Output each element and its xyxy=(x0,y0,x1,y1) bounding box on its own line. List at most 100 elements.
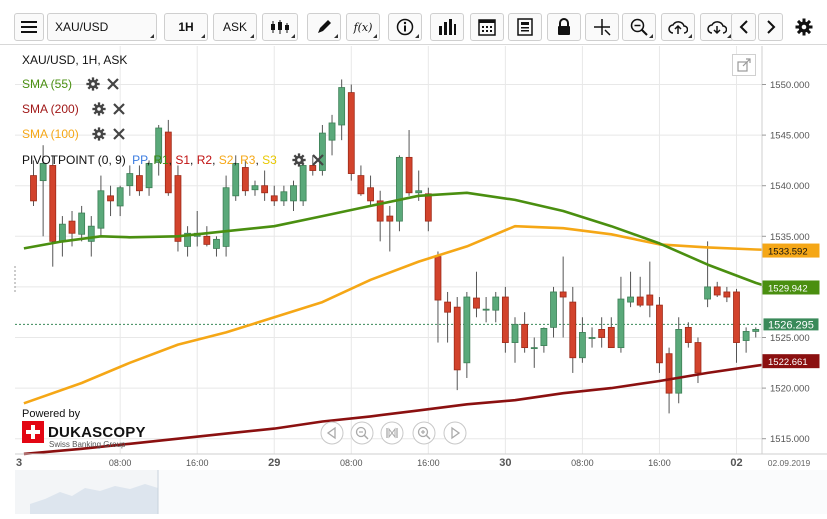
candle[interactable] xyxy=(145,163,153,189)
zoom-button[interactable] xyxy=(622,13,656,41)
nav-forward-button[interactable] xyxy=(443,421,467,445)
candle[interactable] xyxy=(453,306,461,371)
candle[interactable] xyxy=(627,296,634,303)
candle[interactable] xyxy=(68,220,76,234)
side-select[interactable]: ASK xyxy=(213,13,257,41)
candle[interactable] xyxy=(434,256,442,301)
candle[interactable] xyxy=(511,323,519,343)
sma55-settings-gear-icon[interactable] xyxy=(86,77,100,91)
candle[interactable] xyxy=(521,323,529,349)
candle[interactable] xyxy=(723,291,731,298)
candle[interactable] xyxy=(241,167,249,192)
candle[interactable] xyxy=(424,193,432,222)
candle[interactable] xyxy=(656,304,663,364)
candle[interactable] xyxy=(588,337,596,339)
candle[interactable] xyxy=(579,332,586,359)
candle[interactable] xyxy=(752,329,760,332)
candle[interactable] xyxy=(733,291,740,343)
sma200-settings-gear-icon[interactable] xyxy=(92,102,106,116)
candle[interactable] xyxy=(270,195,278,202)
candle[interactable] xyxy=(482,308,490,311)
candle[interactable] xyxy=(116,187,124,207)
candle[interactable] xyxy=(675,329,683,394)
candle[interactable] xyxy=(473,297,480,309)
settings-button[interactable] xyxy=(790,13,818,41)
candle[interactable] xyxy=(636,296,644,306)
candle[interactable] xyxy=(530,347,538,350)
candle[interactable] xyxy=(492,296,500,311)
lock-button[interactable] xyxy=(547,13,581,41)
sma100-settings-gear-icon[interactable] xyxy=(92,127,106,141)
candle[interactable] xyxy=(222,187,230,247)
nav-reset-button[interactable] xyxy=(380,421,404,445)
candle[interactable] xyxy=(540,327,548,346)
info-button[interactable] xyxy=(388,13,422,41)
sma100-close-icon[interactable] xyxy=(113,128,125,140)
overview-selection[interactable] xyxy=(158,470,827,514)
candle[interactable] xyxy=(58,223,66,242)
download-button[interactable] xyxy=(700,13,734,41)
candle[interactable] xyxy=(309,165,317,171)
candle[interactable] xyxy=(694,342,702,374)
candle[interactable] xyxy=(607,326,615,349)
candle[interactable] xyxy=(280,191,288,202)
candle[interactable] xyxy=(386,215,394,222)
candle[interactable] xyxy=(367,187,374,202)
candle[interactable] xyxy=(184,232,191,247)
scroll-right-button[interactable] xyxy=(758,13,783,41)
period-select[interactable]: 1H xyxy=(164,13,208,41)
candle[interactable] xyxy=(87,225,95,242)
candle[interactable] xyxy=(396,156,403,222)
candle[interactable] xyxy=(347,92,355,174)
candle[interactable] xyxy=(713,286,721,296)
candle[interactable] xyxy=(164,131,172,194)
calendar-button[interactable] xyxy=(470,13,504,41)
volume-button[interactable] xyxy=(430,13,464,41)
candle[interactable] xyxy=(213,238,220,249)
candle[interactable] xyxy=(646,294,654,306)
draw-tool-button[interactable] xyxy=(307,13,341,41)
candle[interactable] xyxy=(704,286,711,300)
candle[interactable] xyxy=(174,175,182,242)
candle[interactable] xyxy=(357,175,365,195)
candle[interactable] xyxy=(742,331,750,341)
nav-back-button[interactable] xyxy=(320,421,344,445)
nav-zoom-in-button[interactable] xyxy=(412,421,436,445)
candle[interactable] xyxy=(39,163,47,182)
nav-zoom-out-button[interactable] xyxy=(350,421,374,445)
candle[interactable] xyxy=(463,296,471,364)
upload-button[interactable] xyxy=(661,13,695,41)
candle[interactable] xyxy=(299,165,307,202)
candle[interactable] xyxy=(30,175,37,202)
candle[interactable] xyxy=(617,298,625,349)
candle[interactable] xyxy=(203,235,211,245)
candle[interactable] xyxy=(569,301,577,359)
candle[interactable] xyxy=(155,127,163,163)
candle[interactable] xyxy=(232,163,240,197)
candle[interactable] xyxy=(126,173,134,187)
candle[interactable] xyxy=(318,132,326,171)
plot-background[interactable] xyxy=(15,46,762,454)
candle[interactable] xyxy=(97,190,105,229)
sma55-close-icon[interactable] xyxy=(107,78,119,90)
candle[interactable] xyxy=(338,87,346,126)
candle[interactable] xyxy=(444,301,451,313)
candle[interactable] xyxy=(550,291,557,328)
candle[interactable] xyxy=(136,175,143,192)
candle[interactable] xyxy=(261,185,269,194)
candle[interactable] xyxy=(376,200,384,222)
crosshair-button[interactable] xyxy=(585,13,619,41)
candle[interactable] xyxy=(328,122,336,141)
candle[interactable] xyxy=(49,165,57,242)
candle[interactable] xyxy=(665,353,673,394)
candle[interactable] xyxy=(598,329,606,338)
pivot-settings-gear-icon[interactable] xyxy=(292,153,306,167)
candle[interactable] xyxy=(107,195,114,202)
candle[interactable] xyxy=(251,185,259,191)
price-chart[interactable]: 1550.0001545.0001540.0001535.0001530.000… xyxy=(0,44,827,514)
menu-button[interactable] xyxy=(14,13,44,41)
popout-button[interactable] xyxy=(732,54,756,76)
news-button[interactable] xyxy=(508,13,542,41)
candle[interactable] xyxy=(290,185,297,202)
scroll-left-button[interactable] xyxy=(731,13,756,41)
